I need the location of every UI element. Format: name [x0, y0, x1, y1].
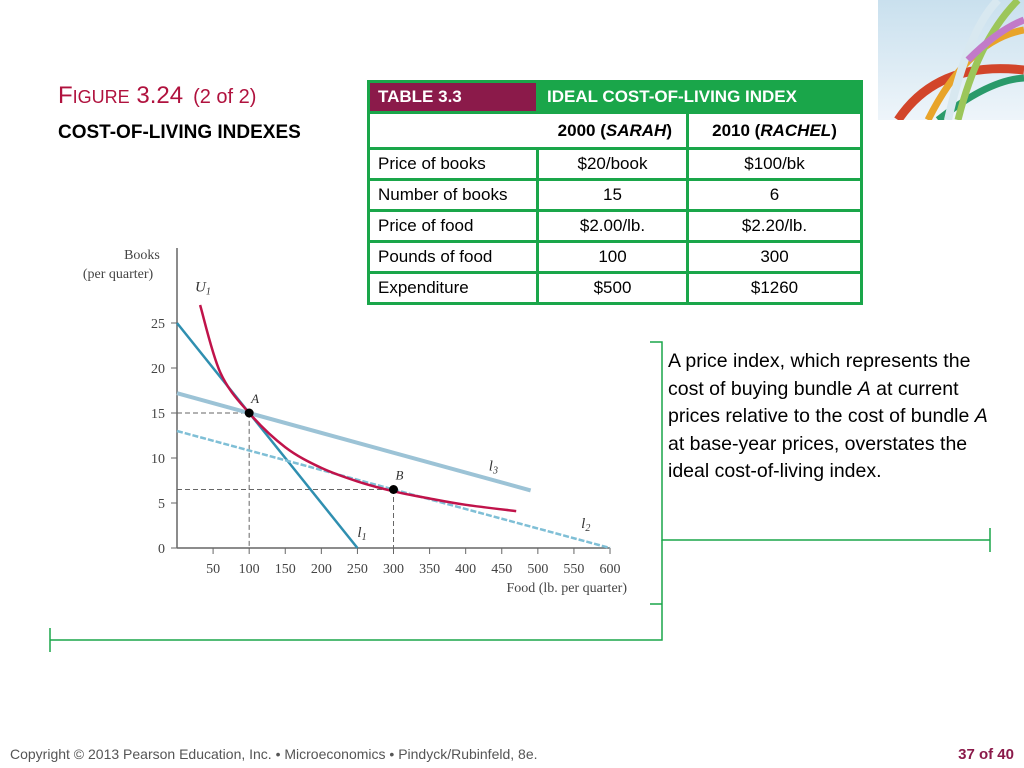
y-tick-label: 10 [151, 452, 165, 467]
row-label: Pounds of food [367, 240, 539, 274]
figure-part: (2 of 2) [193, 86, 257, 108]
figure-title: FIGURE 3.24 (2 of 2) [58, 82, 256, 110]
series-label-l1: l1 [357, 525, 366, 543]
x-tick-label: 250 [347, 562, 368, 577]
page-number: 37 of 40 [958, 746, 1014, 763]
series-label-l2: l2 [581, 516, 590, 534]
figure-label-rest: IGURE [72, 87, 130, 107]
point-label-A: A [250, 391, 259, 406]
table-row: Pounds of food 100 300 [367, 240, 863, 274]
col-2000-header: 2000 (SARAH) [367, 111, 689, 150]
cell-2000: $500 [536, 271, 689, 305]
x-tick-label: 500 [527, 562, 548, 577]
x-tick-label: 200 [311, 562, 332, 577]
decorative-ribbons-image [878, 0, 1024, 120]
y-tick-label: 0 [158, 542, 165, 557]
cell-2000: 15 [536, 178, 689, 212]
table-title: IDEAL COST-OF-LIVING INDEX [536, 80, 863, 114]
series-l3 [176, 391, 532, 493]
series-label-U1: U1 [195, 280, 211, 298]
y-axis-label-1: Books [124, 248, 160, 263]
figure-label: F [58, 82, 73, 109]
table-row: Expenditure $500 $1260 [367, 271, 863, 305]
cell-2010: 300 [686, 240, 863, 274]
cell-2000: $2.00/lb. [536, 209, 689, 243]
series-l1 [176, 322, 359, 549]
figure-subtitle: COST-OF-LIVING INDEXES [58, 122, 301, 143]
y-tick-label: 15 [151, 407, 165, 422]
x-tick-label: 50 [206, 562, 220, 577]
cell-2010: 6 [686, 178, 863, 212]
row-label: Expenditure [367, 271, 539, 305]
cost-of-living-table: TABLE 3.3 IDEAL COST-OF-LIVING INDEX 200… [367, 80, 863, 305]
col-2010-header: 2010 (RACHEL) [686, 111, 863, 150]
table-row: Price of food $2.00/lb. $2.20/lb. [367, 209, 863, 243]
x-tick-label: 100 [239, 562, 260, 577]
row-label: Price of books [367, 147, 539, 181]
cell-2000: 100 [536, 240, 689, 274]
y-axis-label-2: (per quarter) [83, 267, 154, 282]
x-tick-label: 400 [455, 562, 476, 577]
point-A [244, 408, 254, 418]
cell-2010: $2.20/lb. [686, 209, 863, 243]
x-axis-label: Food (lb. per quarter) [506, 581, 627, 596]
figure-number: 3.24 [136, 82, 184, 109]
x-tick-label: 350 [419, 562, 440, 577]
table-row: Number of books 15 6 [367, 178, 863, 212]
row-label: Number of books [367, 178, 539, 212]
y-tick-label: 20 [151, 362, 165, 377]
point-B [389, 485, 399, 494]
x-tick-label: 550 [563, 562, 584, 577]
x-tick-label: 150 [275, 562, 296, 577]
explanation-note: A price index, which represents the cost… [668, 350, 988, 482]
table-header-row: TABLE 3.3 IDEAL COST-OF-LIVING INDEX [367, 80, 863, 114]
table-row: Price of books $20/book $100/bk [367, 147, 863, 181]
point-label-B: B [396, 468, 404, 483]
series-label-l3: l3 [489, 459, 498, 477]
x-tick-label: 600 [600, 562, 621, 577]
cell-2010: $100/bk [686, 147, 863, 181]
row-label: Price of food [367, 209, 539, 243]
cell-2000: $20/book [536, 147, 689, 181]
footer-copyright: Copyright © 2013 Pearson Education, Inc.… [10, 746, 538, 762]
y-tick-label: 5 [158, 497, 165, 512]
x-tick-label: 450 [491, 562, 512, 577]
y-tick-label: 25 [151, 317, 165, 332]
series-U1 [198, 304, 517, 513]
x-tick-label: 300 [383, 562, 404, 577]
table-label: TABLE 3.3 [367, 80, 539, 114]
table-column-headers: 2000 (SARAH) 2010 (RACHEL) [367, 111, 863, 150]
cell-2010: $1260 [686, 271, 863, 305]
